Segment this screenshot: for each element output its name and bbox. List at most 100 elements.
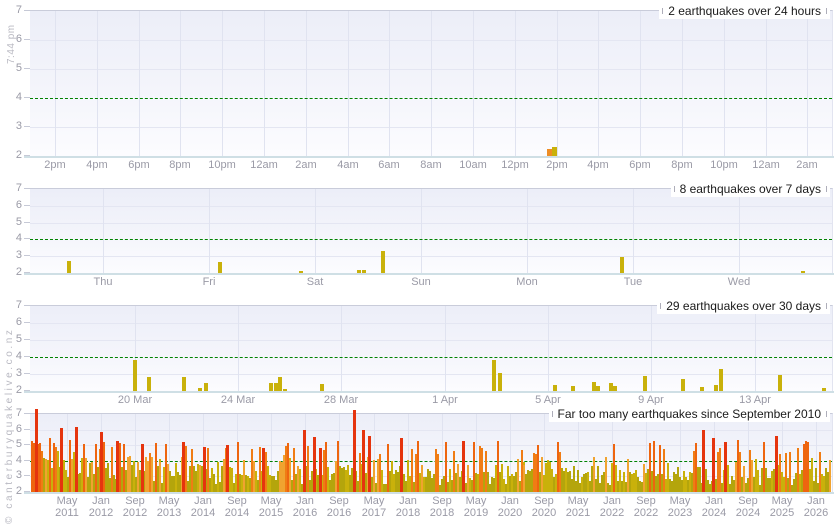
x-axis-label: 2pm <box>44 159 66 171</box>
histogram-column <box>647 468 649 492</box>
histogram-column <box>753 477 755 492</box>
x-axis-label: 12pm <box>501 159 529 171</box>
earthquake-bar[interactable] <box>571 385 575 391</box>
y-axis-tick-label: 4 <box>15 350 22 362</box>
earthquake-bar[interactable] <box>778 374 782 391</box>
histogram-column <box>825 468 827 492</box>
major-earthquake-bar[interactable] <box>226 445 229 492</box>
major-earthquake-bar[interactable] <box>368 435 371 492</box>
earthquake-bar[interactable] <box>620 257 624 273</box>
major-earthquake-bar[interactable] <box>775 435 778 492</box>
earthquake-bar[interactable] <box>592 381 596 391</box>
earthquake-bar[interactable] <box>553 385 557 391</box>
major-earthquake-bar[interactable] <box>353 410 356 492</box>
earthquake-bar[interactable] <box>551 147 557 156</box>
chart-30-days-plot[interactable]: 29 earthquakes over 30 days <box>24 297 834 393</box>
earthquake-bar[interactable] <box>643 375 647 391</box>
major-earthquake-bar[interactable] <box>75 427 78 492</box>
x-axis-label: 13 Apr <box>739 394 771 406</box>
earthquake-bar[interactable] <box>681 379 685 391</box>
histogram-column <box>513 476 515 492</box>
histogram-column <box>195 470 197 492</box>
histogram-column <box>631 473 633 492</box>
major-earthquake-bar[interactable] <box>116 440 119 492</box>
chart-24-hours-plot[interactable]: 2 earthquakes over 24 hours <box>24 2 834 158</box>
gridline-vertical <box>135 414 136 492</box>
y-axis-tick-mark <box>24 255 30 257</box>
earthquake-bar[interactable] <box>320 384 324 391</box>
chart-since-2010-plot[interactable]: Far too many earthquakes since September… <box>24 405 834 494</box>
y-axis-tick-mark <box>24 339 30 340</box>
histogram-column <box>251 449 253 492</box>
major-earthquake-bar[interactable] <box>362 430 365 492</box>
earthquake-bar[interactable] <box>801 271 805 273</box>
major-earthquake-bar[interactable] <box>724 442 727 492</box>
major-earthquake-bar[interactable] <box>702 429 705 492</box>
major-earthquake-bar[interactable] <box>141 444 144 492</box>
histogram-column <box>745 483 747 492</box>
gridline-vertical <box>739 189 740 273</box>
earthquake-bar[interactable] <box>147 376 151 391</box>
earthquake-bar[interactable] <box>269 382 273 391</box>
earthquake-bar[interactable] <box>274 383 278 391</box>
gridline-vertical <box>169 414 170 492</box>
earthquake-bar[interactable] <box>822 387 826 391</box>
histogram-column <box>821 473 823 492</box>
major-earthquake-bar[interactable] <box>100 431 103 492</box>
earthquake-bar[interactable] <box>609 383 613 391</box>
earthquake-bar[interactable] <box>700 386 704 391</box>
major-earthquake-bar[interactable] <box>319 447 322 492</box>
major-earthquake-bar[interactable] <box>400 438 403 492</box>
y-axis-tick-mark <box>24 413 30 414</box>
earthquake-bar[interactable] <box>283 389 287 391</box>
gridline-vertical <box>633 189 634 273</box>
histogram-column <box>243 459 245 492</box>
histogram-column <box>379 454 381 492</box>
earthquake-bar[interactable] <box>278 377 282 391</box>
earthquake-bar[interactable] <box>204 382 208 391</box>
major-earthquake-bar[interactable] <box>182 442 185 492</box>
histogram-column <box>223 458 225 492</box>
earthquake-bar[interactable] <box>182 377 186 391</box>
earthquake-bar[interactable] <box>714 385 718 391</box>
major-earthquake-bar[interactable] <box>35 409 38 492</box>
histogram-column <box>73 451 75 492</box>
earthquake-bar[interactable] <box>613 385 617 391</box>
earthquake-bar[interactable] <box>546 148 552 156</box>
histogram-column <box>93 474 95 492</box>
histogram-column <box>105 467 107 492</box>
gridline-vertical <box>548 306 549 391</box>
earthquake-bar[interactable] <box>498 373 502 391</box>
chart-7-days-plot[interactable]: 8 earthquakes over 7 days <box>24 180 834 275</box>
histogram-column <box>755 459 757 492</box>
histogram-column <box>749 450 751 492</box>
major-earthquake-bar[interactable] <box>203 446 206 492</box>
major-earthquake-bar[interactable] <box>313 437 316 492</box>
earthquake-bar[interactable] <box>719 368 723 391</box>
major-earthquake-bar[interactable] <box>303 430 306 492</box>
histogram-column <box>427 468 429 492</box>
earthquake-bar[interactable] <box>362 270 366 273</box>
histogram-column <box>457 464 459 492</box>
earthquake-bar[interactable] <box>299 270 303 273</box>
earthquake-bar[interactable] <box>357 269 361 273</box>
chart-7-days: 8 earthquakes over 7 days 7 6 5 4 3 2 Thu Fri Sa… <box>0 180 835 302</box>
earthquake-bar[interactable] <box>381 251 385 273</box>
earthquake-bar[interactable] <box>67 261 71 273</box>
major-earthquake-bar[interactable] <box>262 447 265 492</box>
earthquake-bar[interactable] <box>218 262 222 273</box>
earthquake-bar[interactable] <box>198 387 202 391</box>
histogram-column <box>253 460 255 492</box>
major-earthquake-bar[interactable] <box>462 440 465 492</box>
earthquake-bar[interactable] <box>133 359 137 391</box>
histogram-column <box>747 477 749 492</box>
histogram-column <box>357 481 359 492</box>
major-earthquake-bar[interactable] <box>712 438 715 492</box>
earthquake-bar[interactable] <box>492 359 496 391</box>
histogram-column <box>407 459 409 492</box>
gridline-vertical <box>421 189 422 273</box>
major-earthquake-bar[interactable] <box>60 428 63 492</box>
earthquake-bar[interactable] <box>596 385 600 391</box>
histogram-column <box>481 448 483 492</box>
